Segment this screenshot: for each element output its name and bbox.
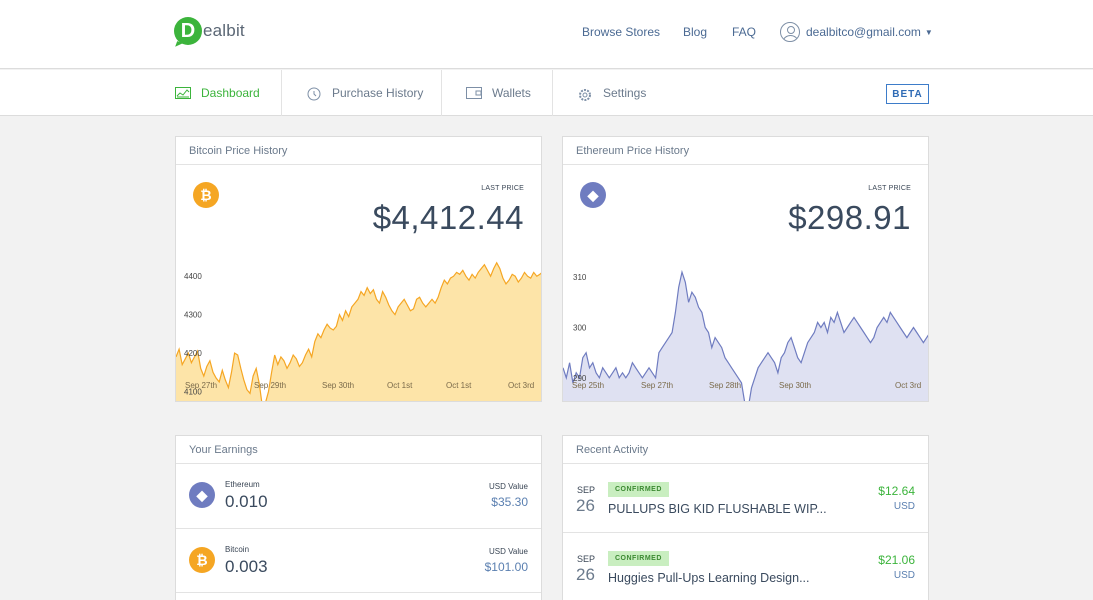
- activity-day: 26: [576, 496, 595, 515]
- coin-name: Ethereum: [225, 480, 260, 489]
- panel-title: Your Earnings: [176, 436, 541, 464]
- y-tick-label: 290: [573, 374, 587, 383]
- last-price-value: $4,412.44: [372, 199, 524, 236]
- activity-item[interactable]: SEP 26 CONFIRMED PULLUPS BIG KID FLUSHAB…: [563, 464, 928, 532]
- tab-label: Purchase History: [332, 86, 424, 100]
- coin-amount: 0.003: [225, 557, 268, 576]
- list-item[interactable]: ₿ Bitcoin 0.003 USD Value $101.00: [176, 528, 541, 592]
- usd-label: USD Value: [489, 547, 528, 556]
- tab-dashboard[interactable]: Dashboard: [175, 70, 260, 116]
- divider: [552, 70, 553, 116]
- x-tick-label: Sep 27th: [641, 381, 673, 390]
- x-tick-label: Sep 25th: [572, 381, 604, 390]
- tab-wallets[interactable]: Wallets: [466, 70, 531, 116]
- top-bar: D ealbit Browse Stores Blog FAQ dealbitc…: [0, 0, 1093, 69]
- ethereum-icon: ◆: [189, 482, 215, 508]
- tab-purchase-history[interactable]: Purchase History: [306, 70, 423, 116]
- last-price-value: $298.91: [788, 199, 911, 236]
- activity-currency: USD: [893, 570, 915, 581]
- y-tick-label: 300: [573, 323, 587, 332]
- divider: [441, 70, 442, 116]
- recent-activity-panel: Recent Activity SEP 26 CONFIRMED PULLUPS…: [562, 435, 929, 600]
- history-icon: [306, 87, 322, 101]
- x-tick-label: Sep 29th: [254, 381, 286, 390]
- blog-link[interactable]: Blog: [683, 25, 708, 39]
- x-tick-label: Sep 30th: [322, 381, 354, 390]
- gear-icon: [577, 87, 593, 101]
- chart-area-fill: [176, 262, 541, 401]
- panel-title: Ethereum Price History: [563, 137, 928, 165]
- y-tick-label: 4300: [184, 311, 202, 320]
- panel-title: Bitcoin Price History: [176, 137, 541, 165]
- dashboard-icon: [175, 87, 191, 99]
- activity-month: SEP: [577, 485, 596, 495]
- browse-stores-link[interactable]: Browse Stores: [582, 25, 661, 39]
- y-tick-label: 4200: [184, 349, 202, 358]
- logo-text: ealbit: [203, 21, 245, 40]
- last-price-label: LAST PRICE: [868, 185, 911, 192]
- status-badge: CONFIRMED: [608, 551, 669, 566]
- panel-title: Recent Activity: [563, 436, 928, 464]
- x-tick-label: Oct 3rd: [895, 381, 921, 390]
- y-tick-label: 4400: [184, 272, 202, 281]
- logo-badge: D: [174, 17, 202, 45]
- activity-day: 26: [576, 565, 595, 584]
- tab-label: Wallets: [492, 86, 531, 100]
- faq-link[interactable]: FAQ: [732, 25, 757, 39]
- user-email: dealbitco@gmail.com: [806, 25, 921, 39]
- wallet-icon: [466, 87, 482, 99]
- ethereum-icon: ◆: [580, 182, 606, 208]
- bitcoin-price-panel: Bitcoin Price History ₿ LAST PRICE $4,41…: [175, 136, 542, 402]
- y-tick-label: 4100: [184, 387, 202, 396]
- activity-month: SEP: [577, 554, 596, 564]
- activity-title: Huggies Pull-Ups Learning Design...: [608, 571, 810, 585]
- tab-label: Settings: [603, 86, 647, 100]
- chart-area-fill: [563, 272, 928, 401]
- usd-value: $101.00: [484, 560, 528, 574]
- list-item[interactable]: ◆ Ethereum 0.010 USD Value $35.30: [176, 464, 541, 528]
- x-tick-label: Sep 27th: [185, 381, 217, 390]
- ethereum-chart[interactable]: 290 300 310 Sep 25th Sep 27th Sep 28th Sep 30t…: [563, 257, 929, 402]
- bitcoin-chart[interactable]: 4100 4200 4300 4400 Sep 27th Sep 29th Sep 30th…: [176, 257, 542, 402]
- last-price-label: LAST PRICE: [481, 185, 524, 192]
- chart-series-line: [176, 261, 541, 401]
- activity-currency: USD: [893, 501, 915, 512]
- tab-settings[interactable]: Settings: [577, 70, 646, 116]
- activity-amount: $21.06: [878, 553, 915, 567]
- beta-badge: BETA: [886, 84, 929, 104]
- y-tick-label: 310: [573, 273, 587, 282]
- user-menu[interactable]: dealbitco@gmail.com ▼: [780, 22, 933, 42]
- bitcoin-icon: ₿: [189, 547, 215, 573]
- x-tick-label: Oct 3rd: [508, 381, 534, 390]
- ethereum-price-panel: Ethereum Price History ◆ LAST PRICE $298…: [562, 136, 929, 402]
- x-tick-label: Oct 1st: [446, 381, 472, 390]
- x-tick-label: Sep 30th: [779, 381, 811, 390]
- user-avatar-icon: [780, 22, 800, 42]
- activity-item[interactable]: SEP 26 CONFIRMED Huggies Pull-Ups Learni…: [563, 532, 928, 600]
- list-item: [176, 592, 541, 600]
- coin-amount: 0.010: [225, 492, 268, 511]
- tab-label: Dashboard: [201, 86, 260, 100]
- dealbit-logo[interactable]: D ealbit: [174, 17, 245, 45]
- coin-name: Bitcoin: [225, 545, 250, 554]
- chevron-down-icon: ▼: [924, 27, 933, 37]
- divider: [281, 70, 282, 116]
- x-tick-label: Oct 1st: [387, 381, 413, 390]
- bitcoin-icon: ₿: [193, 182, 219, 208]
- x-tick-label: Sep 28th: [709, 381, 741, 390]
- activity-title: PULLUPS BIG KID FLUSHABLE WIP...: [608, 502, 827, 516]
- status-badge: CONFIRMED: [608, 482, 669, 497]
- usd-value: $35.30: [491, 495, 528, 509]
- earnings-panel: Your Earnings ◆ Ethereum 0.010 USD Value…: [175, 435, 542, 600]
- sub-nav: Dashboard Purchase History Wallets Setti…: [0, 70, 1093, 116]
- chart-series-line: [563, 269, 928, 401]
- usd-label: USD Value: [489, 482, 528, 491]
- activity-amount: $12.64: [878, 484, 915, 498]
